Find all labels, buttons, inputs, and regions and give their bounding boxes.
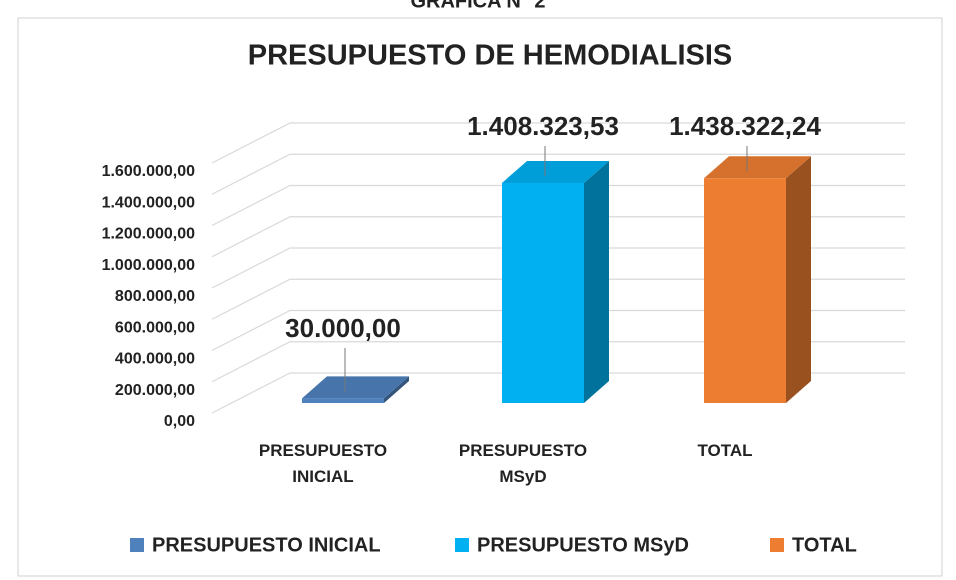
bar <box>502 182 584 403</box>
x-tick-label: PRESUPUESTO MSyD <box>458 441 588 486</box>
y-tick-label: 1.400.000,00 <box>102 194 196 211</box>
bar-top <box>502 160 609 183</box>
y-tick-label: 0,00 <box>164 413 195 430</box>
legend-label: PRESUPUESTO INICIAL <box>152 534 381 556</box>
y-tick-label: 600.000,00 <box>115 319 195 336</box>
legend-swatch <box>130 538 144 552</box>
y-tick-label: 1.000.000,00 <box>102 257 196 274</box>
chart-title: PRESUPUESTO DE HEMODIALISIS <box>248 40 733 72</box>
grid-line <box>211 341 905 383</box>
legend-swatch <box>455 538 469 552</box>
bar-side <box>786 156 811 403</box>
y-tick-label: 200.000,00 <box>115 382 195 399</box>
bar-side <box>584 160 609 403</box>
legend-label: TOTAL <box>792 534 857 556</box>
x-tick-label: PRESUPUESTO INICIAL <box>258 441 388 486</box>
grid-line <box>211 278 905 320</box>
data-label: 1.408.323,53 <box>467 111 619 141</box>
bar-side <box>384 376 409 403</box>
grid-line <box>211 247 905 289</box>
y-tick-label: 1.200.000,00 <box>102 226 196 243</box>
y-tick-label: 1.600.000,00 <box>102 163 196 180</box>
grid-line <box>211 153 905 195</box>
grid-line <box>211 184 905 227</box>
grid-line <box>211 309 905 352</box>
y-tick-label: 400.000,00 <box>115 351 195 368</box>
data-label: 30.000,00 <box>285 313 401 343</box>
header: GRÁFICA N° 2 <box>410 0 545 12</box>
bar-top <box>302 376 409 399</box>
grid-line <box>211 216 905 258</box>
legend-swatch <box>770 538 784 552</box>
grid-line <box>211 372 905 414</box>
y-tick-label: 800.000,00 <box>115 288 195 305</box>
data-label: 1.438.322,24 <box>669 111 821 141</box>
bar-top <box>704 156 811 179</box>
legend-label: PRESUPUESTO MSyD <box>477 534 689 556</box>
bar <box>704 178 786 403</box>
x-tick-label: TOTAL <box>697 441 753 460</box>
grid-line <box>211 122 905 164</box>
bar <box>302 398 384 403</box>
